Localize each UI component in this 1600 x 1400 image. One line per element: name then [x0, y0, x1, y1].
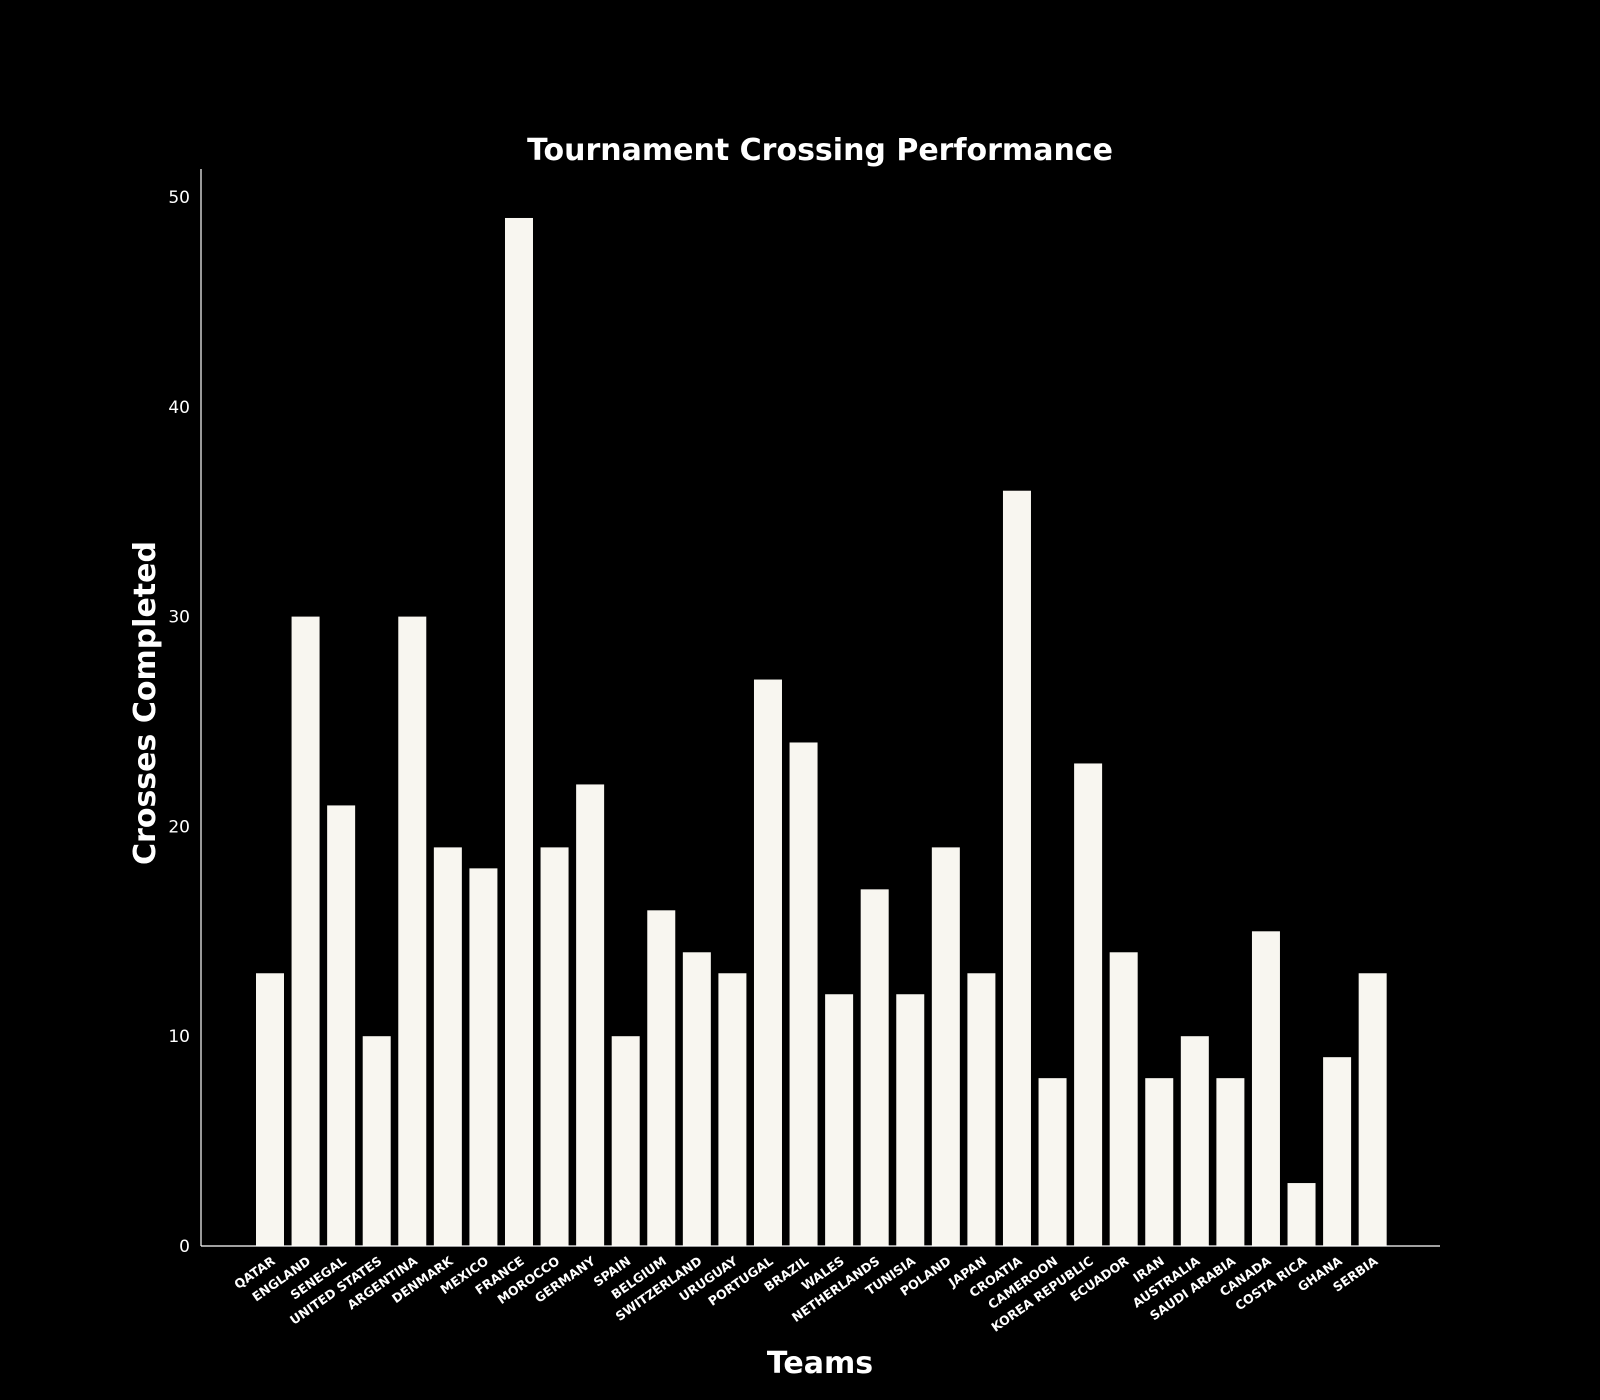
bar	[504, 217, 533, 1247]
y-axis-ticks: 0 10 20 30 40 50	[168, 188, 190, 1257]
bar	[1358, 973, 1387, 1246]
bar	[1323, 1057, 1352, 1246]
x-axis-title: Teams	[767, 1346, 873, 1381]
y-tick-label: 30	[168, 608, 190, 628]
bar	[398, 616, 427, 1246]
bar	[327, 805, 356, 1246]
chart-title: Tournament Crossing Performance	[527, 133, 1113, 168]
bar	[860, 889, 889, 1246]
bar	[362, 1036, 391, 1246]
bar	[1038, 1078, 1067, 1246]
bar	[611, 1036, 640, 1246]
bar	[576, 784, 605, 1246]
y-tick-label: 10	[168, 1027, 190, 1047]
bar	[896, 994, 925, 1246]
bar	[647, 910, 676, 1246]
bar	[789, 742, 818, 1246]
bar	[1180, 1036, 1209, 1246]
bar	[1145, 1078, 1174, 1246]
bar	[1109, 952, 1138, 1246]
bar	[291, 616, 320, 1246]
y-tick-label: 20	[168, 817, 190, 837]
bar	[967, 973, 996, 1246]
bar	[469, 868, 498, 1246]
bar	[753, 679, 782, 1246]
bar	[1216, 1078, 1245, 1246]
bar	[931, 847, 960, 1246]
bar	[256, 973, 284, 1246]
bar	[682, 952, 711, 1246]
y-tick-label: 0	[179, 1237, 190, 1257]
bar	[1002, 490, 1031, 1247]
y-tick-label: 40	[168, 398, 190, 418]
y-tick-label: 50	[168, 188, 190, 208]
bar	[540, 847, 569, 1246]
bar	[1074, 763, 1103, 1246]
bar	[433, 847, 462, 1246]
bar	[1287, 1183, 1316, 1246]
bar	[718, 973, 747, 1246]
y-axis-title: Crosses Completed	[128, 541, 163, 865]
bar-series	[256, 217, 1387, 1247]
bar	[825, 994, 854, 1246]
bar	[1251, 931, 1280, 1246]
